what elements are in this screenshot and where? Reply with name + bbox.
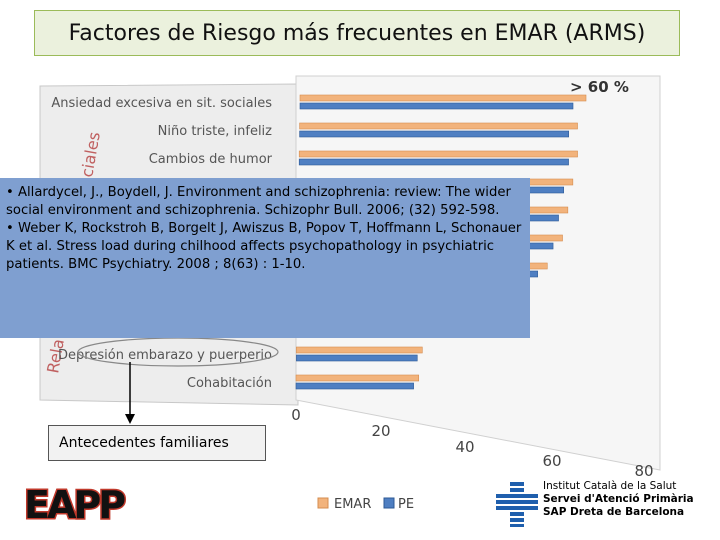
category-label: Ansiedad excesiva en sit. sociales xyxy=(51,96,272,111)
reference-2: • Weber K, Rockstroh B, Borgelt J, Awisz… xyxy=(6,221,522,272)
x-tick-label: 20 xyxy=(371,422,390,440)
x-tick-label: 60 xyxy=(542,452,561,470)
highlight-ellipse xyxy=(77,337,279,367)
institution-line-2: Servei d'Atenció Primària xyxy=(543,493,694,505)
category-label: Cambios de humor xyxy=(149,152,273,167)
x-tick-label: 40 xyxy=(455,438,474,456)
bar-emar xyxy=(296,346,423,354)
references-box: • Allardycel, J., Boydell, J. Environmen… xyxy=(0,178,530,338)
family-history-box: Antecedentes familiares xyxy=(48,425,266,461)
slide-title: Factores de Riesgo más frecuentes en EMA… xyxy=(68,20,646,46)
rotated-label-bg xyxy=(72,124,100,184)
legend-label-emar: EMAR xyxy=(334,497,371,512)
bar-emar xyxy=(299,94,587,102)
reference-1: • Allardycel, J., Boydell, J. Environmen… xyxy=(6,185,511,218)
category-label: Cohabitación xyxy=(187,376,272,391)
slide-title-box: Factores de Riesgo más frecuentes en EMA… xyxy=(34,10,680,56)
bar-pe xyxy=(298,158,569,166)
bar-emar xyxy=(298,150,578,158)
institution-block: Institut Català de la Salut Servei d'Ate… xyxy=(543,480,694,519)
x-tick-label: 0 xyxy=(291,406,301,424)
institution-line-1: Institut Català de la Salut xyxy=(543,480,677,492)
family-history-label: Antecedentes familiares xyxy=(59,435,229,451)
arrow-head xyxy=(125,414,135,424)
bar-emar xyxy=(295,374,420,382)
category-label: Niño triste, infeliz xyxy=(158,124,272,139)
legend-swatch-pe xyxy=(383,497,395,509)
eapp-logo: EAPP xyxy=(23,482,130,527)
bar-pe xyxy=(296,354,418,362)
svg-text:EAPP: EAPP xyxy=(24,483,125,526)
bar-emar xyxy=(299,122,578,130)
bar-pe xyxy=(299,130,569,138)
legend-label-pe: PE xyxy=(398,497,414,512)
institution-line-3: SAP Dreta de Barcelona xyxy=(543,506,685,518)
bar-pe xyxy=(295,382,414,390)
annotation-60pct: > 60 % xyxy=(570,78,629,96)
category-label: Depresión embarazo y puerperio xyxy=(58,348,272,363)
legend-swatch-emar xyxy=(317,497,329,509)
ics-cross-icon xyxy=(496,482,538,527)
x-tick-label: 80 xyxy=(634,462,653,480)
bar-pe xyxy=(299,102,574,110)
